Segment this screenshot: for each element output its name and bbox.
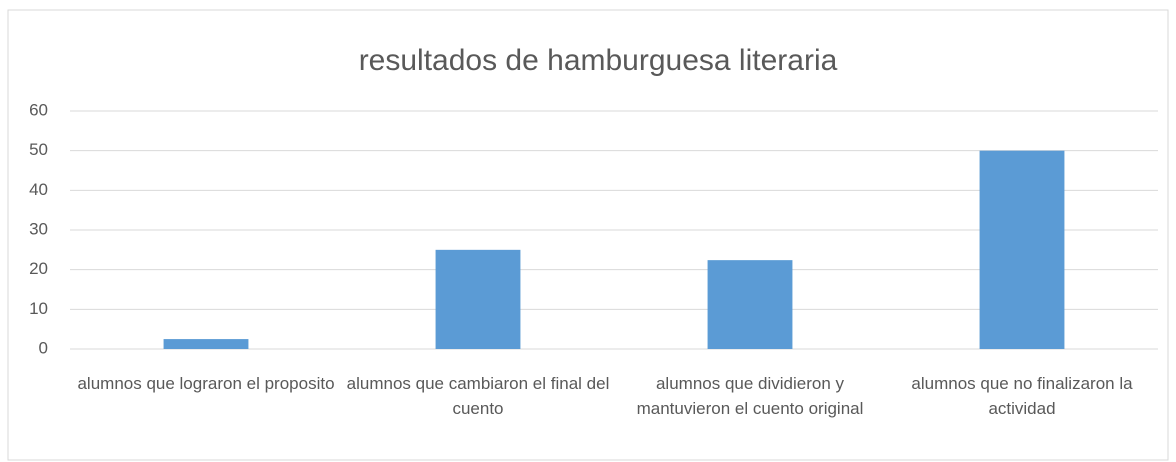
- bar: [435, 249, 521, 349]
- y-tick-label: 50: [29, 140, 48, 159]
- bar: [707, 260, 793, 349]
- y-tick-label: 40: [29, 180, 48, 199]
- bar: [163, 339, 249, 349]
- y-tick-label: 60: [29, 100, 48, 119]
- chart-title: resultados de hamburguesa literaria: [359, 44, 838, 77]
- y-tick-label: 20: [29, 259, 48, 278]
- x-tick-label: alumnos que no finalizaron la actividad: [911, 374, 1133, 418]
- y-tick-label: 10: [29, 299, 48, 318]
- y-tick-label: 30: [29, 219, 48, 238]
- x-tick-label: alumnos que cambiaron el final del cuent…: [346, 374, 610, 418]
- chart-border: [7, 9, 1169, 461]
- y-tick-label: 0: [39, 338, 48, 357]
- x-tick-label: alumnos que dividieron y mantuvieron el …: [636, 374, 864, 418]
- bar: [979, 150, 1065, 349]
- x-tick-label: alumnos que lograron el proposito: [77, 374, 335, 393]
